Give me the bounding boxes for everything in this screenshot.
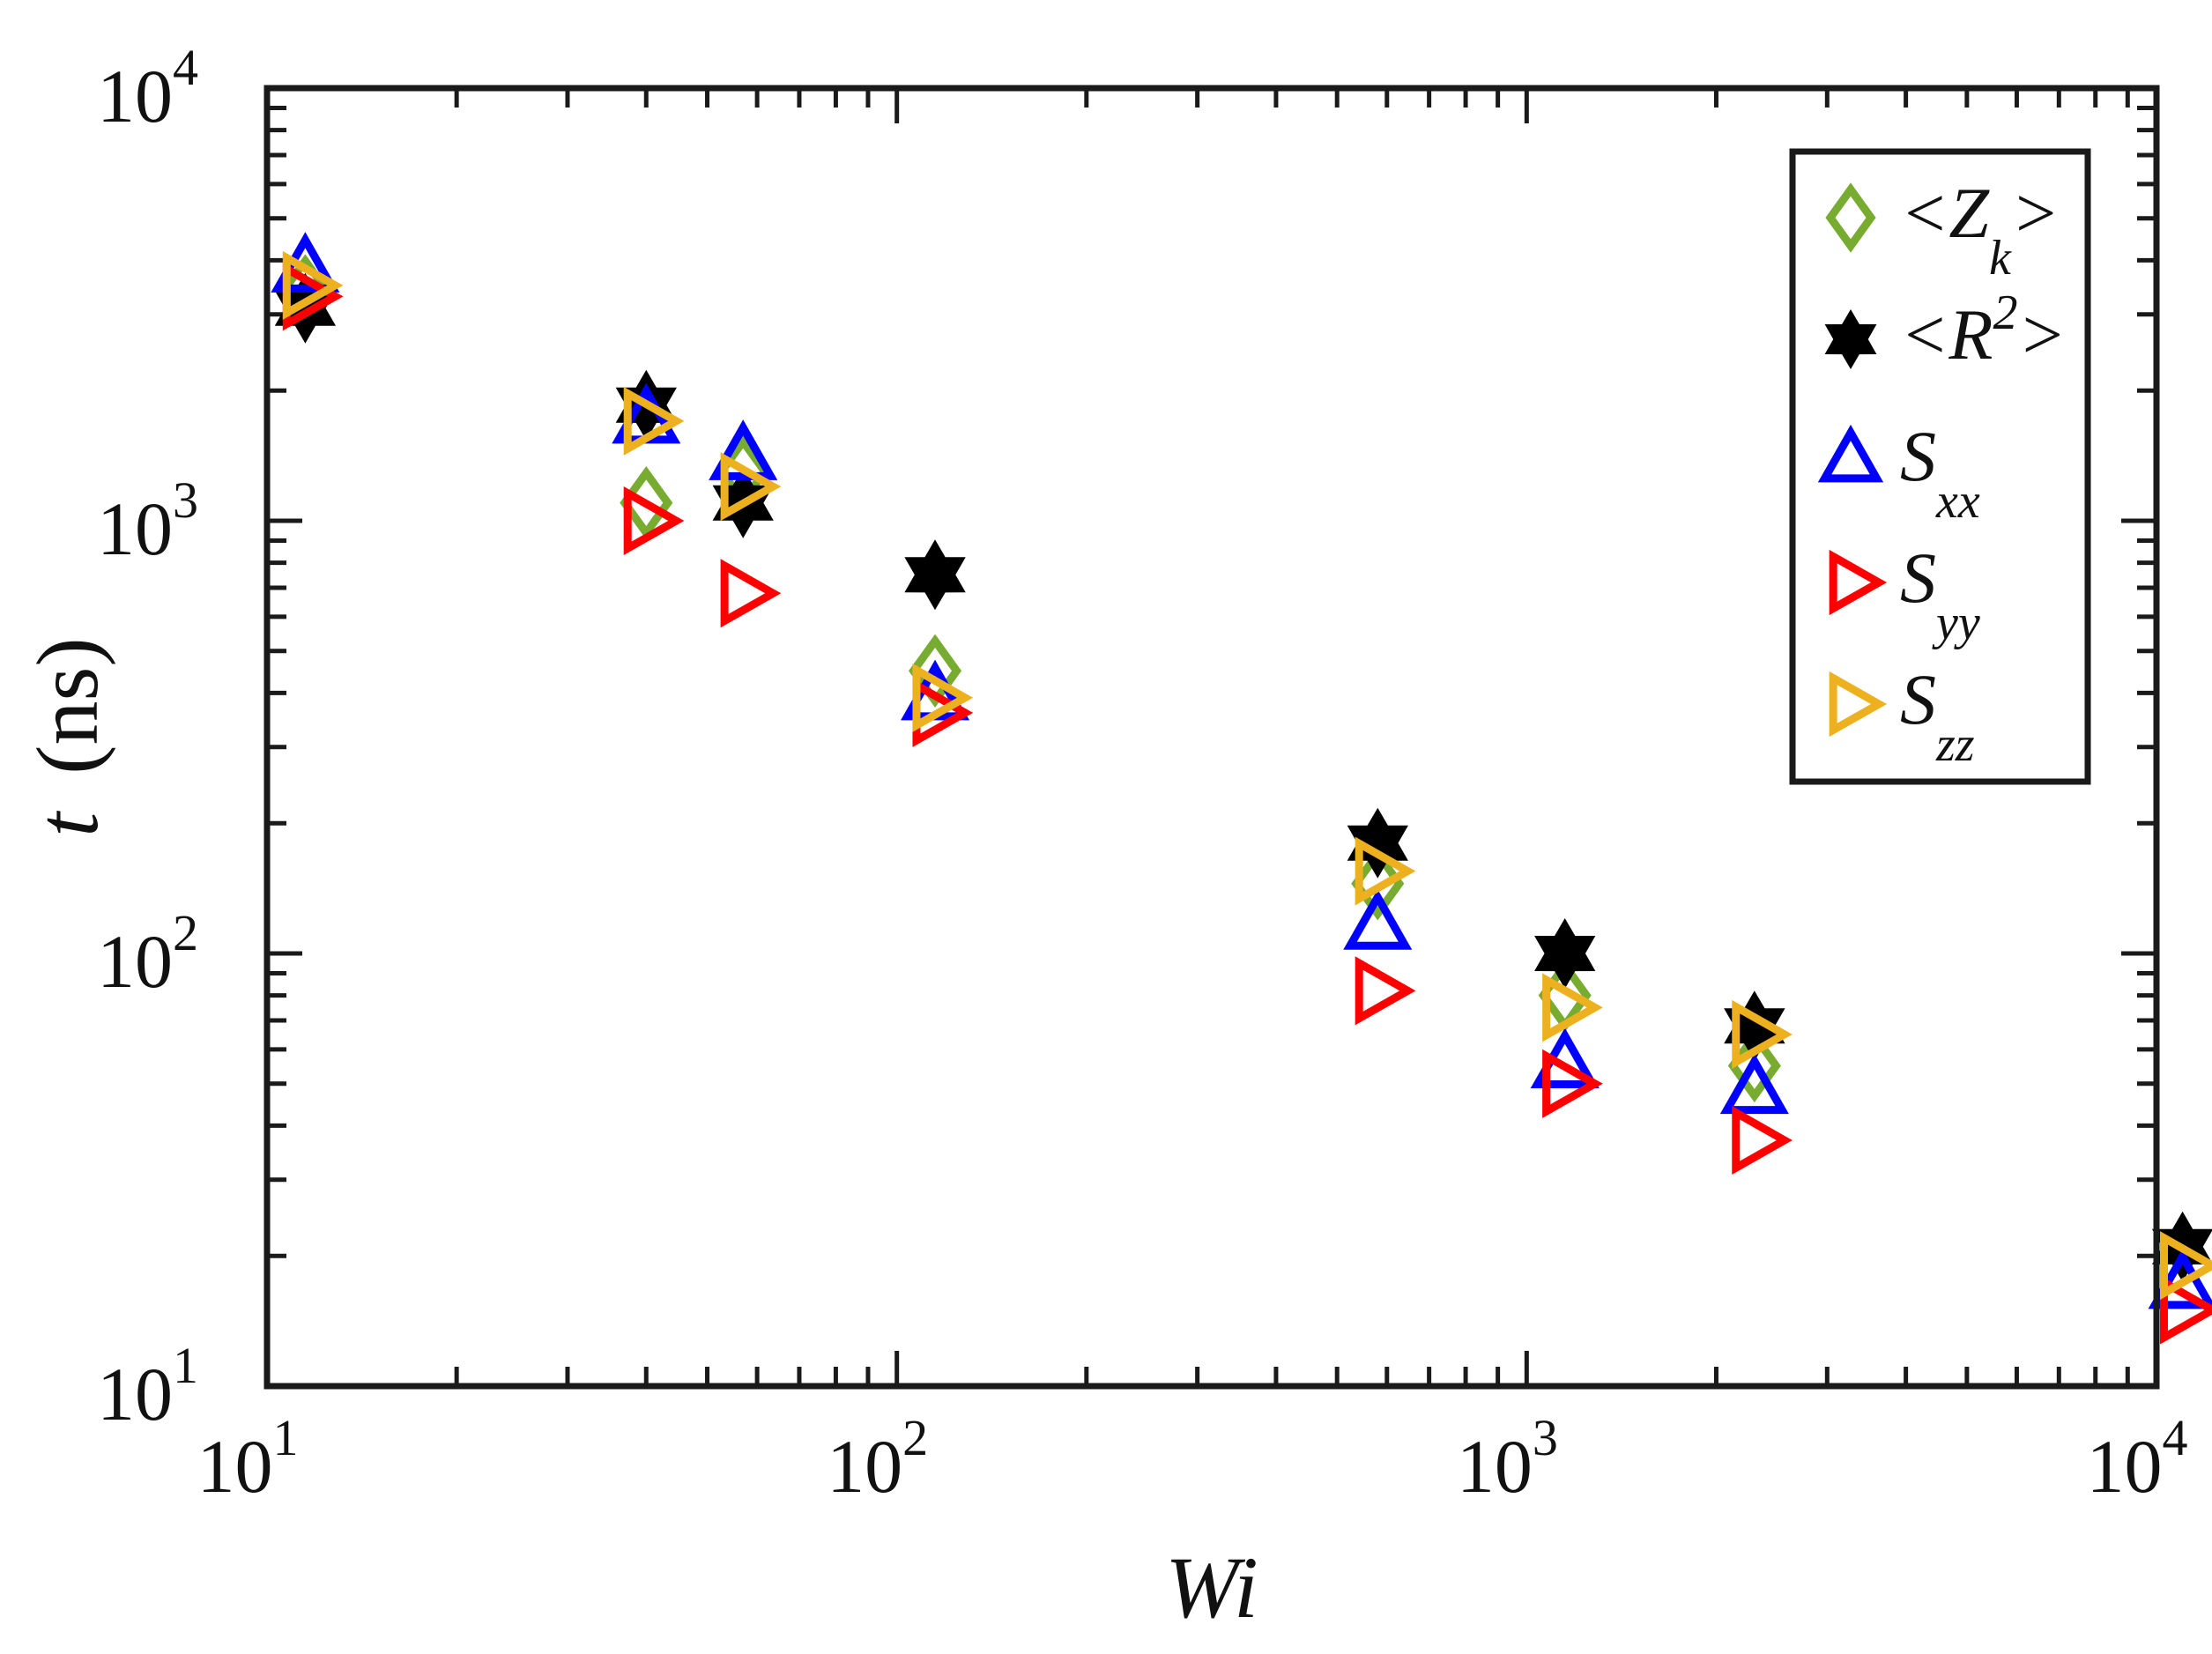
y-tick-label: 103	[97, 471, 198, 571]
legend-marker-Sxx	[1817, 424, 1884, 483]
x-tick-label-base: 10	[197, 1424, 273, 1509]
series-Syy	[282, 262, 2212, 1345]
legend-label-superscript: 2	[1993, 286, 2017, 340]
legend-label-main: <Z	[1900, 173, 1990, 253]
legend-label-subscript: k	[1989, 231, 2012, 286]
x-tick-label: 103	[1457, 1409, 1558, 1509]
legend-item-Sxx: Sxx	[1817, 416, 1980, 529]
legend-item-R2: <R2>	[1824, 286, 2067, 375]
markers	[271, 232, 2212, 1345]
data-point-Syy	[2160, 1275, 2212, 1345]
y-tick-label: 104	[97, 39, 198, 138]
data-point-Sxx	[1719, 1053, 1789, 1115]
minor-ticks	[267, 88, 2156, 1386]
y-tick-label-base: 10	[97, 54, 173, 138]
legend-label-R2: <R2>	[1900, 286, 2067, 375]
legend-label-suffix: >	[2011, 173, 2060, 253]
y-tick-label-base: 10	[97, 919, 173, 1004]
data-point-Syy	[1355, 956, 1416, 1026]
data-point-Syy	[1542, 1049, 1603, 1118]
x-tick-label: 101	[197, 1409, 299, 1509]
data-point-Szz	[1355, 836, 1416, 906]
y-tick-label: 102	[97, 904, 198, 1004]
legend-marker-R2	[1824, 309, 1877, 369]
legend-label-main: S	[1900, 416, 1936, 496]
data-point-Zk	[909, 634, 962, 708]
legend-label-main: <R	[1900, 294, 1993, 375]
x-tick-label: 102	[827, 1409, 928, 1509]
x-tick-label-exponent: 1	[273, 1409, 299, 1466]
data-point-Szz	[282, 250, 344, 320]
x-tick-label-exponent: 2	[902, 1409, 928, 1466]
y-axis-title: t (ns)	[19, 637, 116, 836]
y-tick-label-exponent: 2	[173, 904, 198, 961]
x-axis-title: Wi	[1165, 1539, 1258, 1636]
x-tick-label: 104	[2087, 1409, 2188, 1509]
legend-item-Syy: Syy	[1829, 538, 1980, 650]
data-point-Szz	[720, 452, 782, 522]
x-tick-label-base: 10	[827, 1424, 902, 1509]
data-point-Szz	[1732, 999, 1793, 1069]
legend-label-Szz: Szz	[1900, 659, 1975, 772]
legend-label-main: S	[1900, 659, 1936, 739]
data-point-Syy	[1732, 1106, 1793, 1176]
data-point-R2	[904, 539, 966, 611]
y-tick-label-base: 10	[97, 1352, 173, 1436]
legend-label-subscript: zz	[1935, 717, 1975, 772]
legend-label-Sxx: Sxx	[1900, 416, 1980, 529]
legend-box	[1789, 148, 2091, 785]
y-tick-label-base: 10	[97, 486, 173, 571]
legend-label-main: S	[1900, 538, 1936, 618]
legend-marker-Zk	[1825, 182, 1876, 253]
data-point-Syy	[623, 486, 685, 556]
legend-label-subscript: yy	[1932, 596, 1980, 650]
data-point-Szz	[912, 663, 974, 732]
y-tick-label-exponent: 1	[173, 1337, 198, 1394]
legend-label-subscript: xx	[1935, 474, 1980, 529]
data-point-Szz	[623, 386, 685, 456]
data-point-Szz	[2160, 1231, 2212, 1301]
y-axis-title-variable: t	[19, 811, 116, 837]
x-tick-label-exponent: 4	[2163, 1409, 2188, 1466]
data-point-Sxx	[1343, 889, 1413, 950]
legend-item-Zk: <Zk>	[1825, 173, 2060, 286]
plot-frame	[264, 85, 2160, 1390]
y-tick-label-exponent: 3	[173, 471, 198, 529]
legend-label-Zk: <Zk>	[1900, 173, 2060, 286]
legend-label-Syy: Syy	[1900, 538, 1980, 650]
data-point-Syy	[720, 559, 782, 628]
legend-marker-Szz	[1829, 671, 1888, 738]
data-point-Sxx	[709, 419, 778, 480]
y-axis-title-unit: (ns)	[19, 637, 116, 775]
x-tick-label-base: 10	[1457, 1424, 1533, 1509]
x-tick-label-base: 10	[2087, 1424, 2163, 1509]
legend-item-Szz: Szz	[1829, 659, 1975, 772]
legend-marker-Syy	[1829, 549, 1888, 616]
legend-label-suffix: >	[2017, 294, 2066, 375]
data-point-Zk	[1351, 847, 1405, 921]
y-tick-label: 101	[97, 1337, 198, 1436]
data-point-Szz	[1542, 973, 1603, 1042]
x-tick-label-exponent: 3	[1533, 1409, 1558, 1466]
y-tick-label-exponent: 4	[173, 39, 198, 96]
series-Szz	[282, 250, 2212, 1301]
